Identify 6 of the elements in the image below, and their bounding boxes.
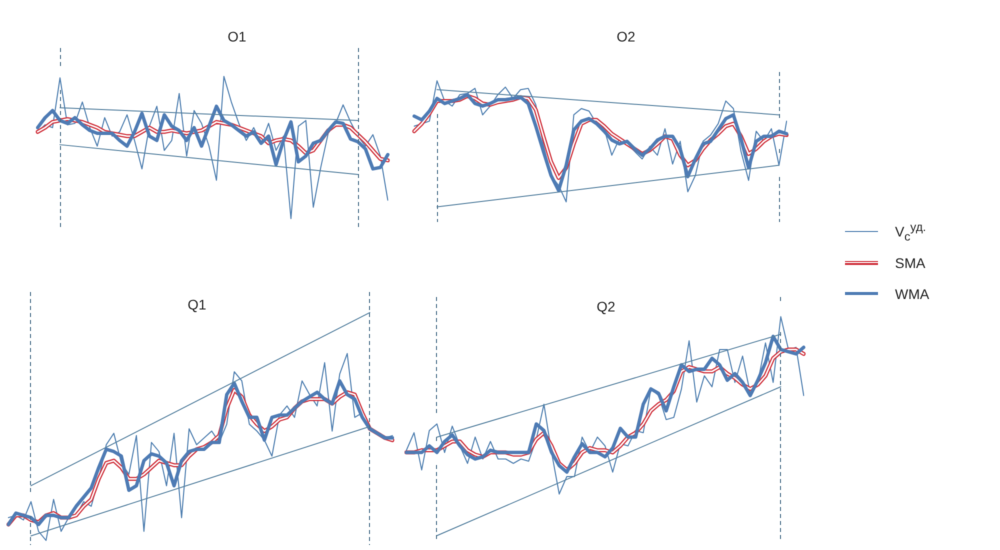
chart-title: O2 <box>616 28 636 46</box>
chart-title: Q2 <box>596 298 616 316</box>
legend-label: WMA <box>895 286 930 302</box>
legend-label: SMA <box>895 254 926 270</box>
chart-title: O1 <box>228 28 246 46</box>
chart-title: Q1 <box>188 296 206 314</box>
